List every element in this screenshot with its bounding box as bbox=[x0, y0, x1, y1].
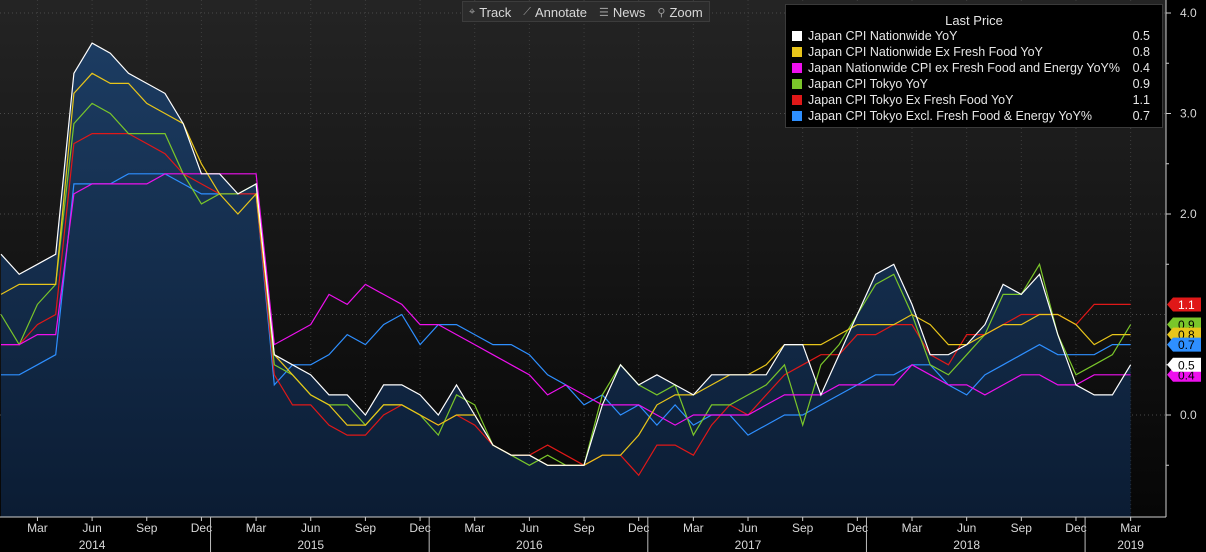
last-value-badge bbox=[1167, 297, 1201, 312]
year-label: 2019 bbox=[1117, 538, 1144, 552]
x-tick-label: Dec bbox=[628, 521, 649, 535]
x-tick-label: Mar bbox=[902, 521, 923, 535]
legend-title: Last Price bbox=[945, 13, 1003, 28]
x-tick-label: Sep bbox=[1011, 521, 1033, 535]
x-tick-label: Jun bbox=[520, 521, 539, 535]
legend-row[interactable]: Japan Nationwide CPI ex Fresh Food and E… bbox=[792, 60, 1162, 76]
x-tick-label: Sep bbox=[136, 521, 158, 535]
y-tick-label: 2.0 bbox=[1180, 207, 1197, 221]
legend-last-value: 0.9 bbox=[1132, 77, 1150, 91]
x-tick-label: Mar bbox=[27, 521, 48, 535]
x-tick-label: Jun bbox=[82, 521, 101, 535]
crosshair-icon: ⌖ bbox=[469, 6, 476, 18]
area-fill-layer bbox=[1, 43, 1131, 517]
year-label: 2015 bbox=[297, 538, 324, 552]
toolbar-label: Annotate bbox=[534, 5, 587, 20]
track-button[interactable]: ⌖ Track bbox=[463, 2, 517, 21]
x-tick-label: Dec bbox=[409, 521, 430, 535]
legend-swatch bbox=[792, 31, 802, 41]
legend-swatch bbox=[792, 63, 802, 73]
legend-series-name: Japan CPI Nationwide YoY bbox=[808, 29, 958, 43]
legend-swatch bbox=[792, 79, 802, 89]
y-axis: 4.0 3.0 2.0 0.0 bbox=[1166, 6, 1197, 466]
x-tick-label: Sep bbox=[355, 521, 377, 535]
legend-swatch bbox=[792, 111, 802, 121]
legend-last-value: 0.8 bbox=[1132, 45, 1150, 59]
pencil-icon: ⟋ bbox=[523, 6, 531, 18]
legend-row[interactable]: Japan CPI Nationwide YoY 0.5 bbox=[792, 28, 1162, 44]
last-value-label: 0.5 bbox=[1178, 358, 1195, 372]
legend-series-name: Japan Nationwide CPI ex Fresh Food and E… bbox=[808, 61, 1120, 75]
news-icon: ☰ bbox=[598, 7, 609, 19]
last-value-label: 0.4 bbox=[1178, 368, 1195, 382]
legend-swatch bbox=[792, 47, 802, 57]
x-tick-label: Sep bbox=[792, 521, 814, 535]
x-tick-label: Mar bbox=[683, 521, 704, 535]
area-fill bbox=[1, 43, 1131, 517]
legend-row[interactable]: Japan CPI Tokyo Ex Fresh Food YoY 1.1 bbox=[792, 92, 1162, 108]
last-value-label: 0.7 bbox=[1178, 338, 1195, 352]
y-tick-label: 4.0 bbox=[1180, 6, 1197, 20]
legend-last-value: 0.4 bbox=[1132, 61, 1150, 75]
last-value-badge bbox=[1167, 357, 1201, 372]
legend-last-value: 0.5 bbox=[1132, 29, 1150, 43]
y-tick-label: 3.0 bbox=[1180, 107, 1197, 121]
y-tick-label: 0.0 bbox=[1180, 408, 1197, 422]
x-axis: Mar Jun Sep Dec Mar Jun Sep Dec Mar Jun Sep Dec Mar J… bbox=[27, 517, 1144, 552]
legend-row[interactable]: Japan CPI Nationwide Ex Fresh Food YoY 0.… bbox=[792, 44, 1162, 60]
legend-swatch bbox=[792, 95, 802, 105]
x-tick-label: Dec bbox=[191, 521, 212, 535]
last-value-badges: 1.10.90.80.70.40.5 bbox=[1167, 297, 1201, 382]
x-tick-label: Sep bbox=[573, 521, 595, 535]
legend-last-value: 1.1 bbox=[1132, 93, 1150, 107]
series-line bbox=[0, 42, 1132, 466]
magnifier-icon: ⚲ bbox=[657, 7, 666, 19]
year-label: 2018 bbox=[953, 538, 980, 552]
x-tick-label: Mar bbox=[464, 521, 485, 535]
news-button[interactable]: ☰ News bbox=[593, 2, 651, 21]
last-value-badge bbox=[1167, 337, 1201, 352]
year-label: 2014 bbox=[79, 538, 106, 552]
series-line bbox=[1, 133, 1131, 477]
x-tick-label: Mar bbox=[246, 521, 267, 535]
toolbar-label: Track bbox=[479, 5, 512, 20]
x-tick-label: Jun bbox=[957, 521, 976, 535]
annotate-button[interactable]: ⟋ Annotate bbox=[517, 2, 593, 21]
last-value-label: 1.1 bbox=[1178, 298, 1195, 312]
legend-series-name: Japan CPI Tokyo Ex Fresh Food YoY bbox=[808, 93, 1014, 107]
x-tick-label: Dec bbox=[847, 521, 868, 535]
x-tick-label: Jun bbox=[301, 521, 320, 535]
zoom-button[interactable]: ⚲ Zoom bbox=[651, 2, 708, 21]
year-label: 2017 bbox=[735, 538, 762, 552]
toolbar-label: Zoom bbox=[669, 5, 703, 20]
legend-row[interactable]: Japan CPI Tokyo YoY 0.9 bbox=[792, 76, 1162, 92]
legend-last-value: 0.7 bbox=[1132, 109, 1150, 123]
x-tick-label: Dec bbox=[1065, 521, 1086, 535]
legend-series-name: Japan CPI Tokyo YoY bbox=[808, 77, 928, 91]
legend-row[interactable]: Japan CPI Tokyo Excl. Fresh Food & Energ… bbox=[792, 108, 1162, 124]
toolbar-label: News bbox=[612, 5, 646, 20]
legend-rows: Japan CPI Nationwide YoY 0.5 Japan CPI Nat… bbox=[786, 28, 1162, 124]
x-tick-label: Jun bbox=[738, 521, 757, 535]
x-tick-label: Mar bbox=[1120, 521, 1141, 535]
series-line bbox=[1, 173, 1131, 426]
legend-panel: Last Price Japan CPI Nationwide YoY 0.5 Ja… bbox=[785, 4, 1163, 128]
chart-toolbar: ⌖ Track ⟋ Annotate ☰ News ⚲ Zoom bbox=[462, 1, 710, 22]
year-label: 2016 bbox=[516, 538, 543, 552]
series-lines-layer bbox=[0, 42, 1132, 477]
legend-series-name: Japan CPI Tokyo Excl. Fresh Food & Energ… bbox=[808, 109, 1092, 123]
legend-series-name: Japan CPI Nationwide Ex Fresh Food YoY bbox=[808, 45, 1043, 59]
